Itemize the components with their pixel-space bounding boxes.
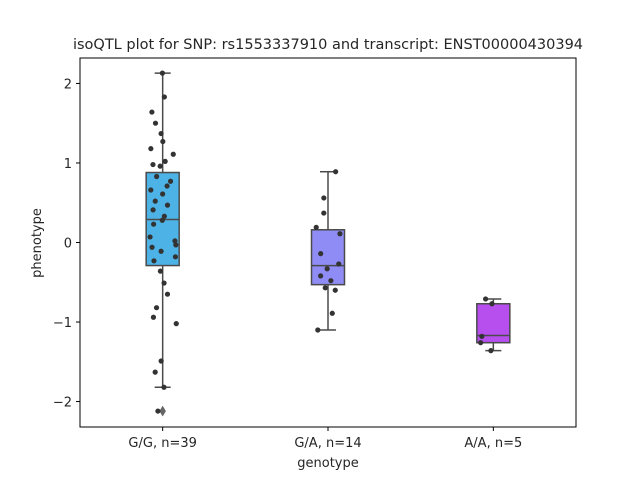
data-point — [148, 146, 154, 152]
data-point — [159, 70, 165, 76]
y-tick-label: −2 — [53, 396, 72, 411]
data-point — [483, 296, 489, 302]
data-point — [322, 285, 328, 291]
data-point — [313, 224, 319, 230]
data-point — [158, 358, 164, 364]
data-point — [159, 217, 165, 223]
data-point — [321, 195, 327, 201]
data-point — [161, 384, 167, 390]
data-point — [170, 151, 176, 157]
data-point — [173, 242, 179, 248]
data-point — [164, 202, 171, 208]
data-point — [149, 244, 155, 250]
y-tick-label: 1 — [64, 157, 72, 172]
data-point — [160, 138, 166, 145]
data-point — [157, 163, 163, 169]
data-point — [315, 327, 321, 333]
data-point — [336, 261, 342, 267]
data-point — [164, 291, 171, 297]
data-point — [162, 158, 168, 164]
data-point — [150, 207, 156, 213]
box-iqr — [310, 229, 346, 286]
chart-title: isoQTL plot for SNP: rs1553337910 and tr… — [73, 37, 583, 53]
data-point — [152, 198, 158, 204]
data-point — [318, 273, 324, 279]
y-axis-label: phenotype — [30, 208, 45, 278]
data-point — [337, 231, 343, 237]
data-point — [152, 369, 158, 375]
y-tick-label: 2 — [64, 77, 72, 92]
data-point — [488, 348, 494, 354]
data-point — [318, 251, 324, 257]
data-point — [160, 191, 166, 197]
data-point — [329, 310, 335, 316]
x-tick-label: G/A, n=14 — [294, 436, 361, 451]
data-point — [158, 248, 164, 254]
data-point — [479, 333, 485, 339]
data-point — [161, 94, 167, 100]
x-tick-label: G/G, n=39 — [128, 436, 196, 451]
data-point — [167, 178, 174, 184]
data-point — [161, 280, 167, 286]
data-point — [152, 120, 159, 126]
x-axis-label: genotype — [297, 456, 358, 471]
data-point — [172, 238, 178, 244]
y-tick-label: −1 — [53, 316, 72, 331]
data-point — [147, 234, 153, 240]
data-point — [332, 287, 338, 293]
data-point — [155, 408, 161, 414]
y-tick-label: 0 — [64, 237, 72, 252]
data-point — [324, 266, 330, 272]
x-tick-label: A/A, n=5 — [464, 436, 522, 451]
outlier-marker — [159, 405, 166, 417]
data-point — [150, 314, 157, 320]
data-point — [150, 161, 156, 168]
plot-content: −2 −1 0 1 2 G/G, n=39 G/A, n=14 A/A, n=5 — [53, 70, 522, 451]
data-point — [489, 301, 495, 307]
data-point — [154, 173, 160, 180]
data-point — [328, 278, 334, 284]
data-point — [148, 187, 154, 193]
data-point — [478, 340, 484, 346]
data-point — [151, 258, 157, 264]
data-point — [333, 169, 339, 175]
data-point — [164, 183, 170, 189]
data-point — [157, 268, 164, 274]
data-point — [149, 109, 155, 115]
data-point — [161, 213, 167, 219]
data-point — [151, 221, 157, 227]
data-point — [172, 254, 179, 260]
data-point — [321, 210, 327, 216]
data-point — [173, 321, 179, 327]
data-point — [153, 305, 160, 311]
data-point — [158, 130, 164, 137]
